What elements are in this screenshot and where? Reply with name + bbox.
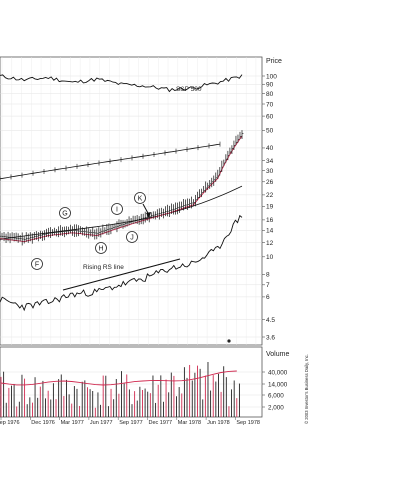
copyright-note: © 2003 Investor's Business Daily, Inc. — [304, 354, 309, 424]
point-label-j: J — [126, 231, 138, 243]
point-label-k: K — [134, 192, 151, 218]
price-tick-label: 3.6 — [266, 334, 275, 341]
svg-text:G: G — [62, 211, 67, 218]
long-ma-ticks — [0, 141, 221, 182]
gridlines — [0, 57, 262, 408]
price-tick-label: 90 — [266, 82, 274, 89]
date-tick-label: Dec 1976 — [31, 420, 55, 426]
svg-text:F: F — [35, 262, 39, 269]
price-tick-label: 80 — [266, 91, 274, 98]
price-tick-label: 16 — [266, 217, 274, 224]
price-tick-label: 6 — [266, 294, 270, 301]
date-tick-label: Sep 1978 — [236, 420, 260, 426]
date-tick-label: Jun 1978 — [207, 420, 230, 426]
date-tick-label: Sep 1976 — [0, 420, 20, 426]
rs-line — [0, 214, 243, 312]
date-axis-ticks: Sep 1976 Dec 1976 Mar 1977 Jun 1977 Sep 1977… — [0, 417, 260, 426]
volume-tick-label: 2,000 — [268, 404, 284, 411]
svg-text:J: J — [130, 235, 134, 242]
point-label-i: I — [111, 203, 123, 215]
volume-tick-label: 14,000 — [268, 381, 288, 388]
price-tick-label: 14 — [266, 228, 274, 235]
price-tick-label: 30 — [266, 168, 274, 175]
price-tick-label: 26 — [266, 179, 274, 186]
date-tick-label: Mar 1978 — [178, 420, 201, 426]
price-tick-label: 10 — [266, 254, 274, 261]
point-label-f: F — [31, 258, 43, 270]
date-tick-label: Sep 1977 — [119, 420, 143, 426]
price-tick-label: 12 — [266, 240, 274, 247]
sp500-line — [0, 74, 243, 93]
point-label-g: G — [59, 207, 71, 219]
price-bars — [0, 130, 244, 246]
point-label-h: H — [95, 242, 107, 254]
rs-trendline — [62, 258, 181, 291]
price-panel — [0, 56, 263, 346]
volume-tick-label: 40,000 — [268, 369, 288, 376]
date-tick-label: Dec 1977 — [149, 420, 173, 426]
sp500-label: S&P 500 — [176, 86, 202, 93]
volume-axis-title: Volume — [266, 351, 289, 358]
point-labels: F G H I J K — [31, 192, 151, 270]
price-tick-label: 60 — [266, 113, 274, 120]
price-tick-label: 4.5 — [266, 317, 275, 324]
volume-axis-ticks: 40,000 14,000 6,000 2,000 — [262, 369, 288, 411]
rs-label: Rising RS line — [83, 264, 124, 271]
svg-text:I: I — [116, 207, 118, 214]
price-axis-title: Price — [266, 58, 282, 65]
price-tick-label: 40 — [266, 145, 274, 152]
price-axis-ticks: 100 90 80 70 60 50 40 34 30 26 22 19 16 14 12 10 8 7 6 4.5 3… — [262, 73, 277, 341]
price-tick-label: 34 — [266, 158, 274, 165]
svg-text:H: H — [98, 246, 103, 253]
price-tick-label: 100 — [266, 73, 277, 80]
price-tick-label: 7 — [266, 282, 270, 289]
price-tick-label: 19 — [266, 204, 274, 211]
volume-moving-average — [0, 370, 237, 386]
price-tick-label: 70 — [266, 101, 274, 108]
volume-tick-label: 6,000 — [268, 392, 284, 399]
price-tick-label: 8 — [266, 272, 270, 279]
volume-bars — [0, 362, 240, 417]
date-tick-label: Mar 1977 — [61, 420, 84, 426]
price-tick-label: 22 — [266, 192, 274, 199]
date-tick-label: Jun 1977 — [90, 420, 113, 426]
svg-text:K: K — [138, 196, 143, 203]
price-tick-label: 50 — [266, 128, 274, 135]
earnings-marker — [227, 339, 231, 343]
